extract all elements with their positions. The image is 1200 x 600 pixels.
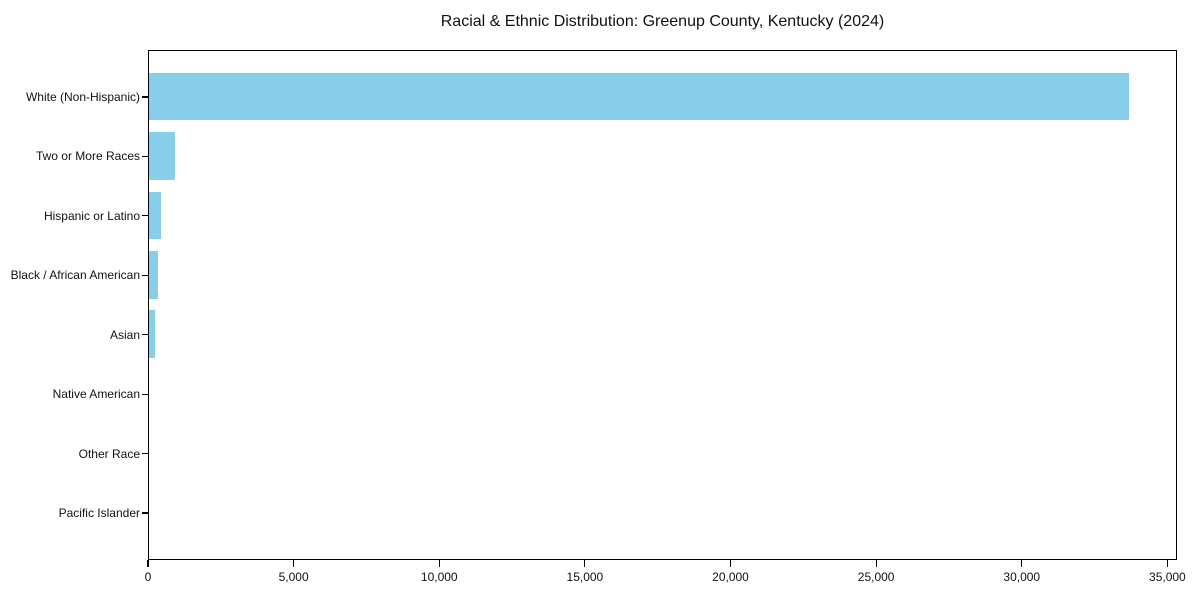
x-axis-label-25000: 25,000 (857, 570, 895, 584)
x-axis-label-35000: 35,000 (1149, 570, 1186, 584)
bar-black-african-american (149, 251, 158, 299)
x-axis-label-10000: 10,000 (420, 570, 458, 584)
x-axis-label-5000: 5,000 (278, 570, 309, 584)
x-axis-tick (1021, 560, 1023, 567)
x-axis-tick (875, 560, 877, 567)
y-axis-tick (141, 393, 148, 395)
y-axis-tick (141, 215, 148, 217)
x-axis-tick (293, 560, 295, 567)
bar-white-non-hispanic (149, 72, 1129, 121)
y-axis-label-white-non-hispanic: White (Non-Hispanic) (25, 89, 140, 104)
bar-asian (149, 310, 156, 358)
bar-two-or-more-races (149, 132, 176, 180)
y-axis-label-other-race: Other Race (78, 446, 140, 461)
y-axis-label-two-or-more-races: Two or More Races (35, 149, 140, 164)
bar-hispanic-or-latino (149, 191, 161, 240)
x-axis-label-0: 0 (144, 570, 152, 584)
plot-area (148, 50, 1177, 560)
x-axis-tick (729, 560, 732, 567)
x-axis-tick (584, 560, 586, 567)
y-axis-tick (141, 334, 148, 336)
y-axis-tick (141, 96, 148, 98)
y-axis-label-hispanic-or-latino: Hispanic or Latino (43, 208, 140, 223)
y-axis-label-pacific-islander: Pacific Islander (58, 506, 140, 521)
chart-title: Racial & Ethnic Distribution: Greenup Co… (440, 13, 885, 30)
y-axis-tick (141, 155, 148, 157)
x-axis-label-15000: 15,000 (566, 570, 604, 584)
x-axis-label-20000: 20,000 (712, 570, 749, 584)
x-axis-tick (147, 560, 149, 567)
y-axis-label-black-african-american: Black / African American (10, 268, 140, 283)
x-axis-tick (1166, 560, 1168, 567)
y-axis-tick (141, 453, 148, 455)
x-axis-tick (438, 560, 440, 567)
y-axis-tick (141, 274, 148, 276)
y-axis-label-native-american: Native American (52, 387, 140, 402)
x-axis-label-30000: 30,000 (1003, 570, 1041, 584)
y-axis-label-asian: Asian (109, 327, 140, 342)
y-axis-tick (141, 512, 148, 514)
